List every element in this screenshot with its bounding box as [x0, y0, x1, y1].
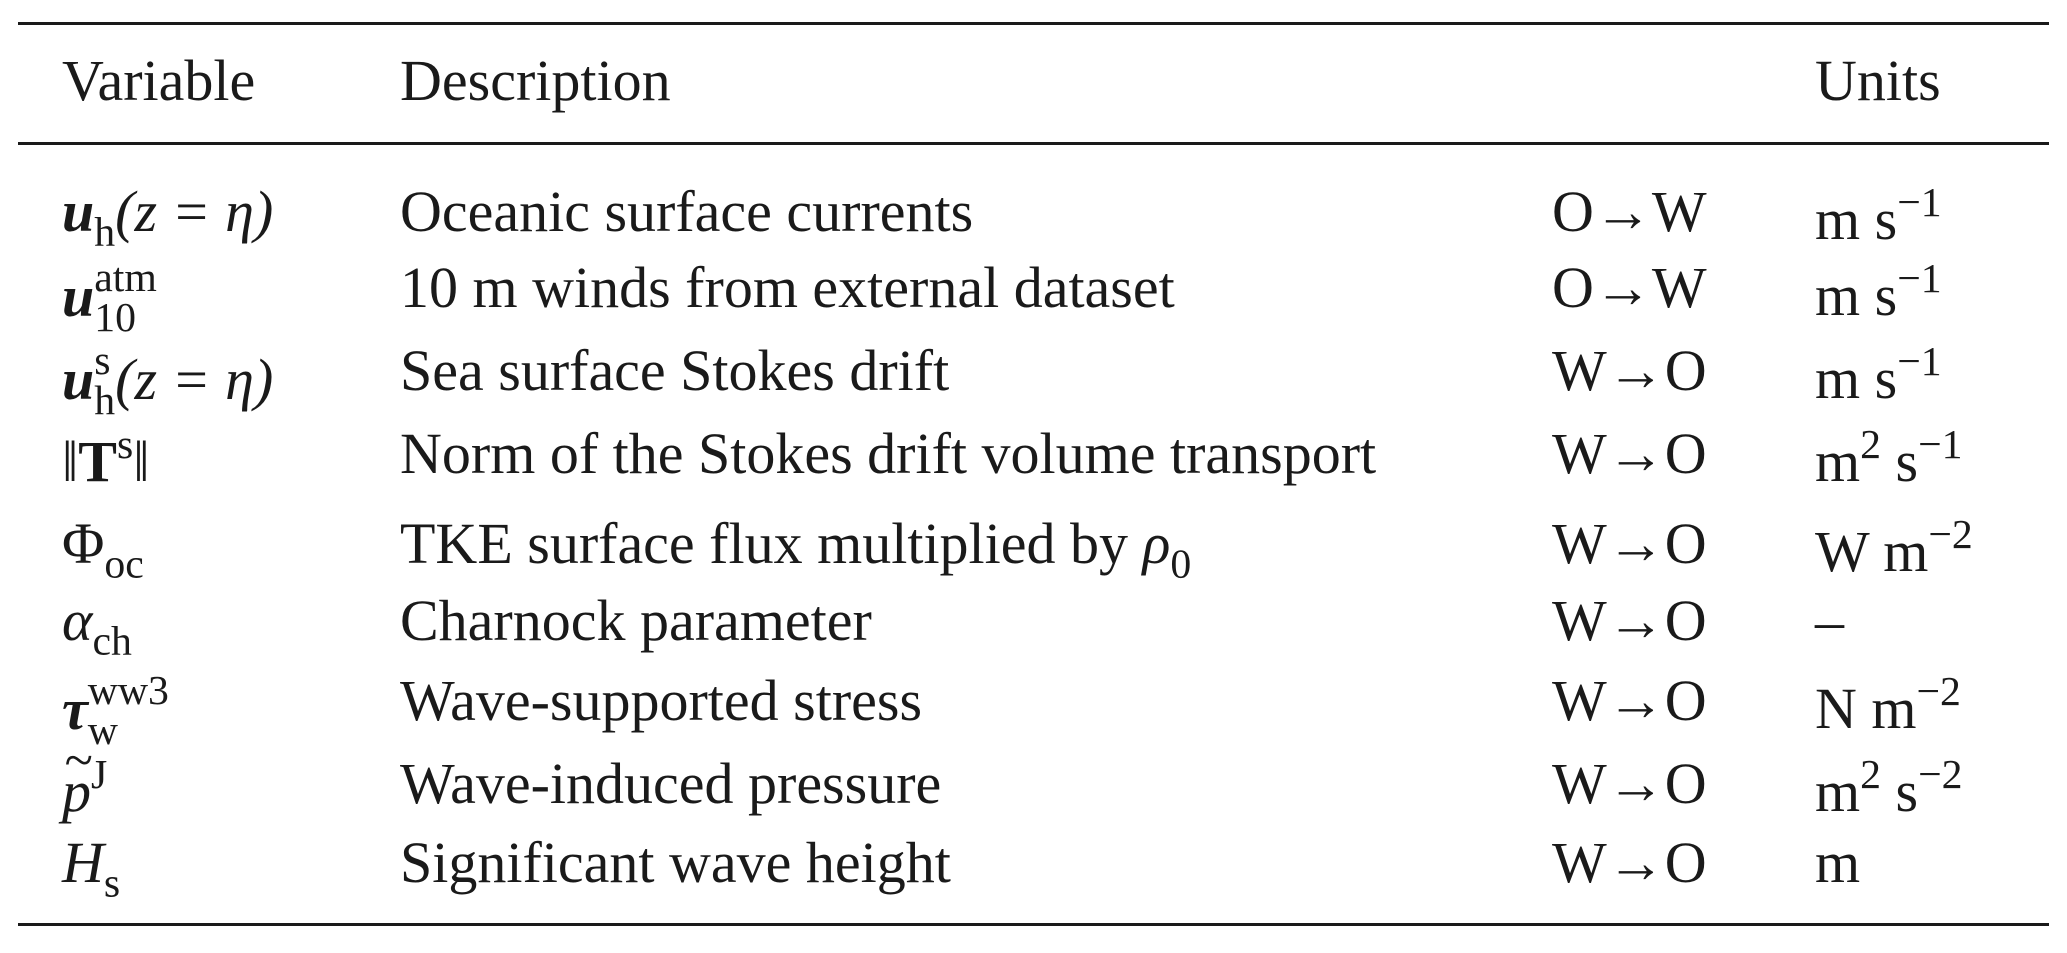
row-4-variable: ‖Ts‖: [62, 422, 150, 494]
row-6-description: Charnock parameter: [400, 588, 872, 653]
row-3-units: m s−1: [1815, 339, 1942, 411]
row-9-description: Significant wave height: [400, 830, 951, 895]
row-1-direction: O→W: [1552, 179, 1707, 244]
table-bottom-rule: [18, 923, 2049, 926]
row-9-variable: Hs: [62, 830, 121, 907]
row-3-direction: W→O: [1552, 338, 1707, 403]
row-1-variable: uh(z = η): [62, 179, 274, 256]
row-3-description: Sea surface Stokes drift: [400, 338, 950, 403]
header-description: Description: [400, 48, 671, 113]
row-6-units: –: [1815, 588, 1844, 653]
header-units: Units: [1815, 48, 1941, 113]
row-1-description: Oceanic surface currents: [400, 179, 974, 244]
row-1-units: m s−1: [1815, 180, 1942, 252]
row-5-direction: W→O: [1552, 511, 1707, 576]
row-9-units: m: [1815, 830, 1861, 895]
row-6-variable: αch: [62, 588, 132, 665]
row-4-units: m2 s−1: [1815, 422, 1963, 494]
row-5-variable: Φoc: [62, 511, 144, 588]
row-2-description: 10 m winds from external dataset: [400, 255, 1175, 320]
table-header-rule: [18, 142, 2049, 145]
row-2-variable: u atm 10: [62, 255, 157, 341]
row-8-units: m2 s−2: [1815, 752, 1963, 824]
row-7-description: Wave-supported stress: [400, 668, 923, 733]
row-2-units: m s−1: [1815, 256, 1942, 328]
row-5-units: W m−2: [1815, 512, 1973, 584]
row-7-direction: W→O: [1552, 668, 1707, 733]
row-7-units: N m−2: [1815, 669, 1961, 741]
row-9-direction: W→O: [1552, 830, 1707, 895]
header-variable: Variable: [62, 48, 256, 113]
row-3-variable: u s h (z = η): [62, 338, 274, 424]
row-6-direction: W→O: [1552, 588, 1707, 653]
row-8-description: Wave-induced pressure: [400, 751, 942, 816]
row-8-variable: pJ: [62, 734, 107, 821]
row-2-direction: O→W: [1552, 255, 1707, 320]
row-8-direction: W→O: [1552, 751, 1707, 816]
row-4-description: Norm of the Stokes drift volume transpor…: [400, 421, 1377, 486]
row-7-variable: τ ww3 w: [62, 668, 169, 754]
row-5-description: TKE surface flux multiplied by ρ0: [400, 511, 1192, 588]
row-4-direction: W→O: [1552, 421, 1707, 486]
table-top-rule: [18, 22, 2049, 25]
